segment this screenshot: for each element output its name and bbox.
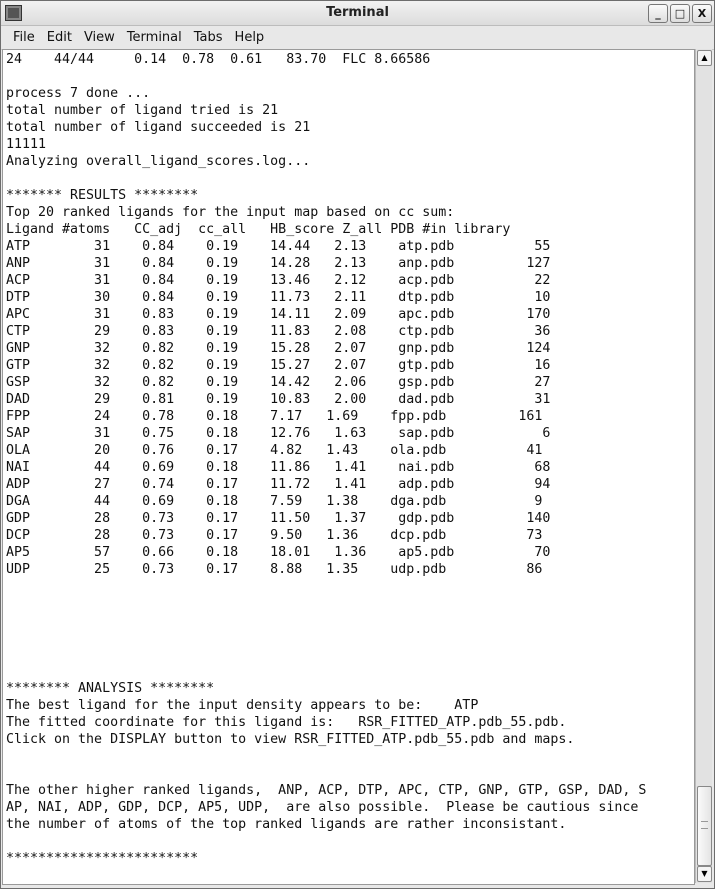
terminal-output: 24 44/44 0.14 0.78 0.61 83.70 FLC 8.6658… <box>3 50 694 867</box>
terminal-line: ATP 31 0.84 0.19 14.44 2.13 atp.pdb 55 <box>6 239 551 254</box>
terminal-line: OLA 20 0.76 0.17 4.82 1.43 ola.pdb 41 <box>6 443 543 458</box>
terminal-line: GDP 28 0.73 0.17 11.50 1.37 gdp.pdb 140 <box>6 511 551 526</box>
terminal-line: Ligand #atoms CC_adj cc_all HB_score Z_a… <box>6 222 511 237</box>
terminal-line: GSP 32 0.82 0.19 14.42 2.06 gsp.pdb 27 <box>6 375 551 390</box>
terminal-line <box>6 578 694 595</box>
title-bar[interactable]: Terminal _ □ X <box>1 1 714 26</box>
terminal-line: Analyzing overall_ligand_scores.log... <box>6 154 311 169</box>
menu-bar: File Edit View Terminal Tabs Help <box>1 26 714 50</box>
terminal-line: 24 44/44 0.14 0.78 0.61 83.70 FLC 8.6658… <box>6 52 431 67</box>
terminal-line: DGA 44 0.69 0.18 7.59 1.38 dga.pdb 9 <box>6 494 543 509</box>
terminal-line <box>6 612 694 629</box>
terminal-output-area[interactable]: 24 44/44 0.14 0.78 0.61 83.70 FLC 8.6658… <box>2 49 695 885</box>
terminal-line: 11111 <box>6 137 47 152</box>
scroll-up-arrow-icon[interactable]: ▲ <box>697 50 712 66</box>
terminal-line <box>6 833 694 850</box>
terminal-line <box>6 595 694 612</box>
terminal-line: AP5 57 0.66 0.18 18.01 1.36 ap5.pdb 70 <box>6 545 551 560</box>
terminal-line: total number of ligand tried is 21 <box>6 103 279 118</box>
terminal-line <box>6 646 694 663</box>
terminal-line: GNP 32 0.82 0.19 15.28 2.07 gnp.pdb 124 <box>6 341 551 356</box>
window-title: Terminal <box>326 5 389 20</box>
menu-file[interactable]: File <box>13 30 35 45</box>
terminal-line: GTP 32 0.82 0.19 15.27 2.07 gtp.pdb 16 <box>6 358 551 373</box>
menu-terminal[interactable]: Terminal <box>126 30 182 45</box>
terminal-line: ******** ANALYSIS ******** <box>6 681 215 696</box>
terminal-line <box>6 629 694 646</box>
maximize-button[interactable]: □ <box>670 4 690 23</box>
terminal-line: total number of ligand succeeded is 21 <box>6 120 311 135</box>
terminal-line: Click on the DISPLAY button to view RSR_… <box>6 732 575 747</box>
terminal-line: The other higher ranked ligands, ANP, AC… <box>6 783 647 798</box>
terminal-app-icon[interactable] <box>5 5 22 21</box>
terminal-line: FPP 24 0.78 0.18 7.17 1.69 fpp.pdb 161 <box>6 409 543 424</box>
vertical-scrollbar[interactable]: ▲ ▼ <box>695 49 712 883</box>
terminal-line <box>6 68 694 85</box>
minimize-button[interactable]: _ <box>648 4 668 23</box>
terminal-line: The fitted coordinate for this ligand is… <box>6 715 567 730</box>
terminal-line: Top 20 ranked ligands for the input map … <box>6 205 455 220</box>
scroll-down-arrow-icon[interactable]: ▼ <box>697 866 712 882</box>
menu-edit[interactable]: Edit <box>46 30 72 45</box>
terminal-line: ANP 31 0.84 0.19 14.28 2.13 anp.pdb 127 <box>6 256 551 271</box>
terminal-line: DTP 30 0.84 0.19 11.73 2.11 dtp.pdb 10 <box>6 290 551 305</box>
terminal-line: The best ligand for the input density ap… <box>6 698 479 713</box>
terminal-line: AP, NAI, ADP, GDP, DCP, AP5, UDP, are al… <box>6 800 639 815</box>
terminal-line: UDP 25 0.73 0.17 8.88 1.35 udp.pdb 86 <box>6 562 543 577</box>
terminal-line: NAI 44 0.69 0.18 11.86 1.41 nai.pdb 68 <box>6 460 551 475</box>
terminal-line: CTP 29 0.83 0.19 11.83 2.08 ctp.pdb 36 <box>6 324 551 339</box>
terminal-line <box>6 748 694 765</box>
terminal-line <box>6 765 694 782</box>
terminal-line: APC 31 0.83 0.19 14.11 2.09 apc.pdb 170 <box>6 307 551 322</box>
terminal-line <box>6 663 694 680</box>
scrollbar-thumb[interactable] <box>697 786 712 866</box>
terminal-line: process 7 done ... <box>6 86 151 101</box>
terminal-line: the number of atoms of the top ranked li… <box>6 817 567 832</box>
terminal-line: ************************ <box>6 851 199 866</box>
terminal-line <box>6 170 694 187</box>
terminal-line: ADP 27 0.74 0.17 11.72 1.41 adp.pdb 94 <box>6 477 551 492</box>
terminal-line: DAD 29 0.81 0.19 10.83 2.00 dad.pdb 31 <box>6 392 551 407</box>
menu-view[interactable]: View <box>83 30 115 45</box>
terminal-line: DCP 28 0.73 0.17 9.50 1.36 dcp.pdb 73 <box>6 528 543 543</box>
menu-tabs[interactable]: Tabs <box>193 30 223 45</box>
terminal-line: SAP 31 0.75 0.18 12.76 1.63 sap.pdb 6 <box>6 426 551 441</box>
close-button[interactable]: X <box>692 4 712 23</box>
grip-icon <box>701 821 708 829</box>
menu-help[interactable]: Help <box>234 30 265 45</box>
terminal-line: ACP 31 0.84 0.19 13.46 2.12 acp.pdb 22 <box>6 273 551 288</box>
terminal-line: ******* RESULTS ******** <box>6 188 199 203</box>
